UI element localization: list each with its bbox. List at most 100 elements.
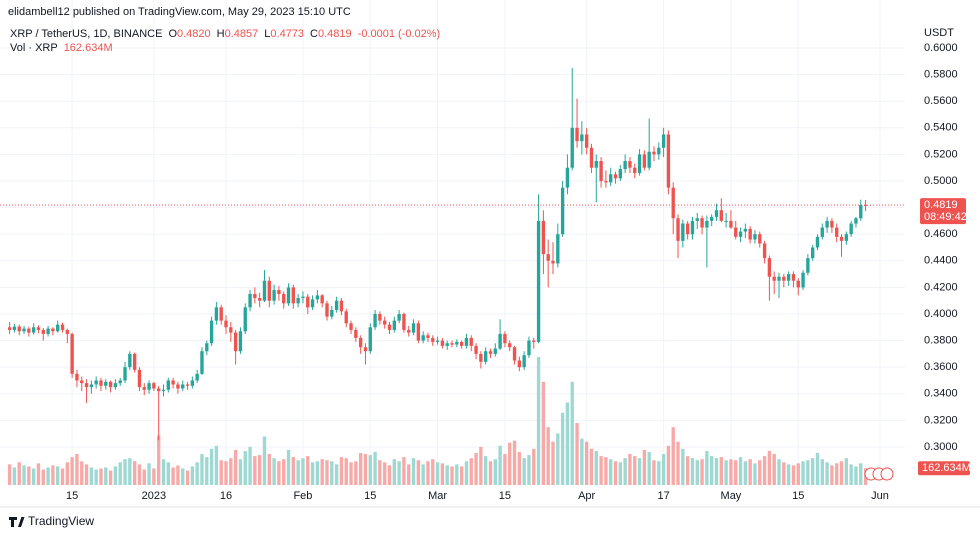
volume-bar (137, 464, 142, 485)
volume-bar (859, 463, 863, 485)
volume-bar (325, 460, 329, 485)
volume-bar (580, 438, 584, 485)
candle-body (666, 134, 671, 188)
candle-body (128, 353, 132, 368)
candle-body (498, 333, 502, 349)
candle-body (113, 383, 118, 388)
y-tick-label: 0.3600 (924, 361, 958, 373)
candle-body (623, 161, 627, 170)
candle-body (257, 298, 262, 301)
candle-body (147, 383, 151, 390)
legend-change: -0.0001 (-0.02%) (358, 28, 441, 40)
candle-body (536, 220, 541, 342)
y-tick-label: 0.3800 (924, 334, 958, 346)
volume-bar (522, 458, 526, 485)
volume-bar (282, 459, 286, 485)
candle-body (810, 247, 815, 259)
volume-bar (455, 464, 459, 485)
candle-body (325, 303, 329, 317)
volume-bar (181, 468, 185, 485)
volume-bar (844, 458, 849, 485)
volume-bar (613, 461, 618, 485)
candle-body (729, 220, 733, 228)
volume-bar (157, 435, 161, 485)
candle-body (584, 134, 589, 148)
candle-body (349, 323, 353, 330)
candle-body (599, 161, 603, 181)
volume-bar (618, 462, 623, 485)
volume-tag-label: 162.634M (922, 462, 971, 474)
candle-body (748, 228, 752, 240)
grid (0, 0, 905, 485)
volume-bar (671, 427, 675, 485)
candle-body (51, 328, 55, 332)
volume-bar (108, 470, 113, 485)
price-unit: USDT (924, 27, 954, 39)
candle-body (310, 299, 315, 308)
volume-bar (291, 457, 296, 485)
volume-bar (508, 442, 512, 485)
volume-bar (786, 464, 791, 485)
candle-body (575, 127, 579, 142)
candle-body (738, 231, 743, 237)
candle-body (94, 380, 98, 385)
candle-body (580, 134, 584, 142)
volume-bar (628, 454, 632, 485)
volume-bar (724, 460, 728, 485)
candle-body (479, 353, 483, 362)
price-tag (920, 198, 966, 225)
candle-body (7, 327, 12, 330)
candle-body (830, 220, 834, 228)
volume-bar (782, 462, 786, 485)
volume-bar (27, 466, 31, 485)
volume-bar (681, 448, 685, 485)
volume-bar (584, 441, 589, 485)
candle-body (296, 298, 300, 304)
volume-bar (17, 462, 21, 485)
candle-body (532, 340, 536, 342)
candle-body (815, 236, 820, 248)
volume-bar (719, 457, 723, 485)
candle-body (767, 258, 772, 277)
candle-body (512, 347, 517, 361)
volume-legend-label: Vol · XRP (10, 42, 58, 54)
volume-bar (392, 459, 396, 485)
candle-body (181, 384, 185, 389)
candle-body (176, 384, 180, 389)
candle-body (248, 294, 252, 308)
candle-body (782, 276, 786, 281)
volume-bar (152, 468, 156, 485)
legend: XRP / TetherUS, 1D, BINANCE O0.4820 H0.485… (10, 28, 440, 40)
candle-body (609, 174, 613, 183)
volume-bar (849, 464, 853, 485)
candle-body (455, 341, 459, 345)
volume-bar (89, 467, 94, 485)
volume-bar (743, 461, 748, 485)
volume-bar (835, 463, 839, 485)
volume-bar (512, 440, 517, 485)
volume-bar (378, 460, 382, 485)
volume-bar (411, 458, 416, 485)
candle-body (705, 220, 709, 228)
volume-bar (695, 460, 699, 485)
candle-body (854, 218, 858, 224)
volume-bar (609, 459, 613, 485)
candle-body (238, 331, 243, 352)
candle-body (132, 353, 137, 370)
volume-bar (633, 456, 637, 485)
volume-bar (753, 463, 757, 485)
candle-body (758, 234, 762, 244)
volume-bar (56, 466, 60, 485)
candle-body (450, 343, 454, 345)
candle-body (104, 381, 108, 386)
x-tick-label: 15 (364, 490, 376, 502)
candle-body (383, 320, 387, 325)
symbol: XRP / TetherUS, 1D, BINANCE (10, 28, 162, 40)
candle-body (368, 327, 372, 352)
candle-body (84, 383, 89, 388)
volume-bar (123, 459, 127, 485)
candle-body (801, 272, 805, 288)
volume-bar (791, 465, 796, 485)
x-tick-label: 15 (792, 490, 804, 502)
